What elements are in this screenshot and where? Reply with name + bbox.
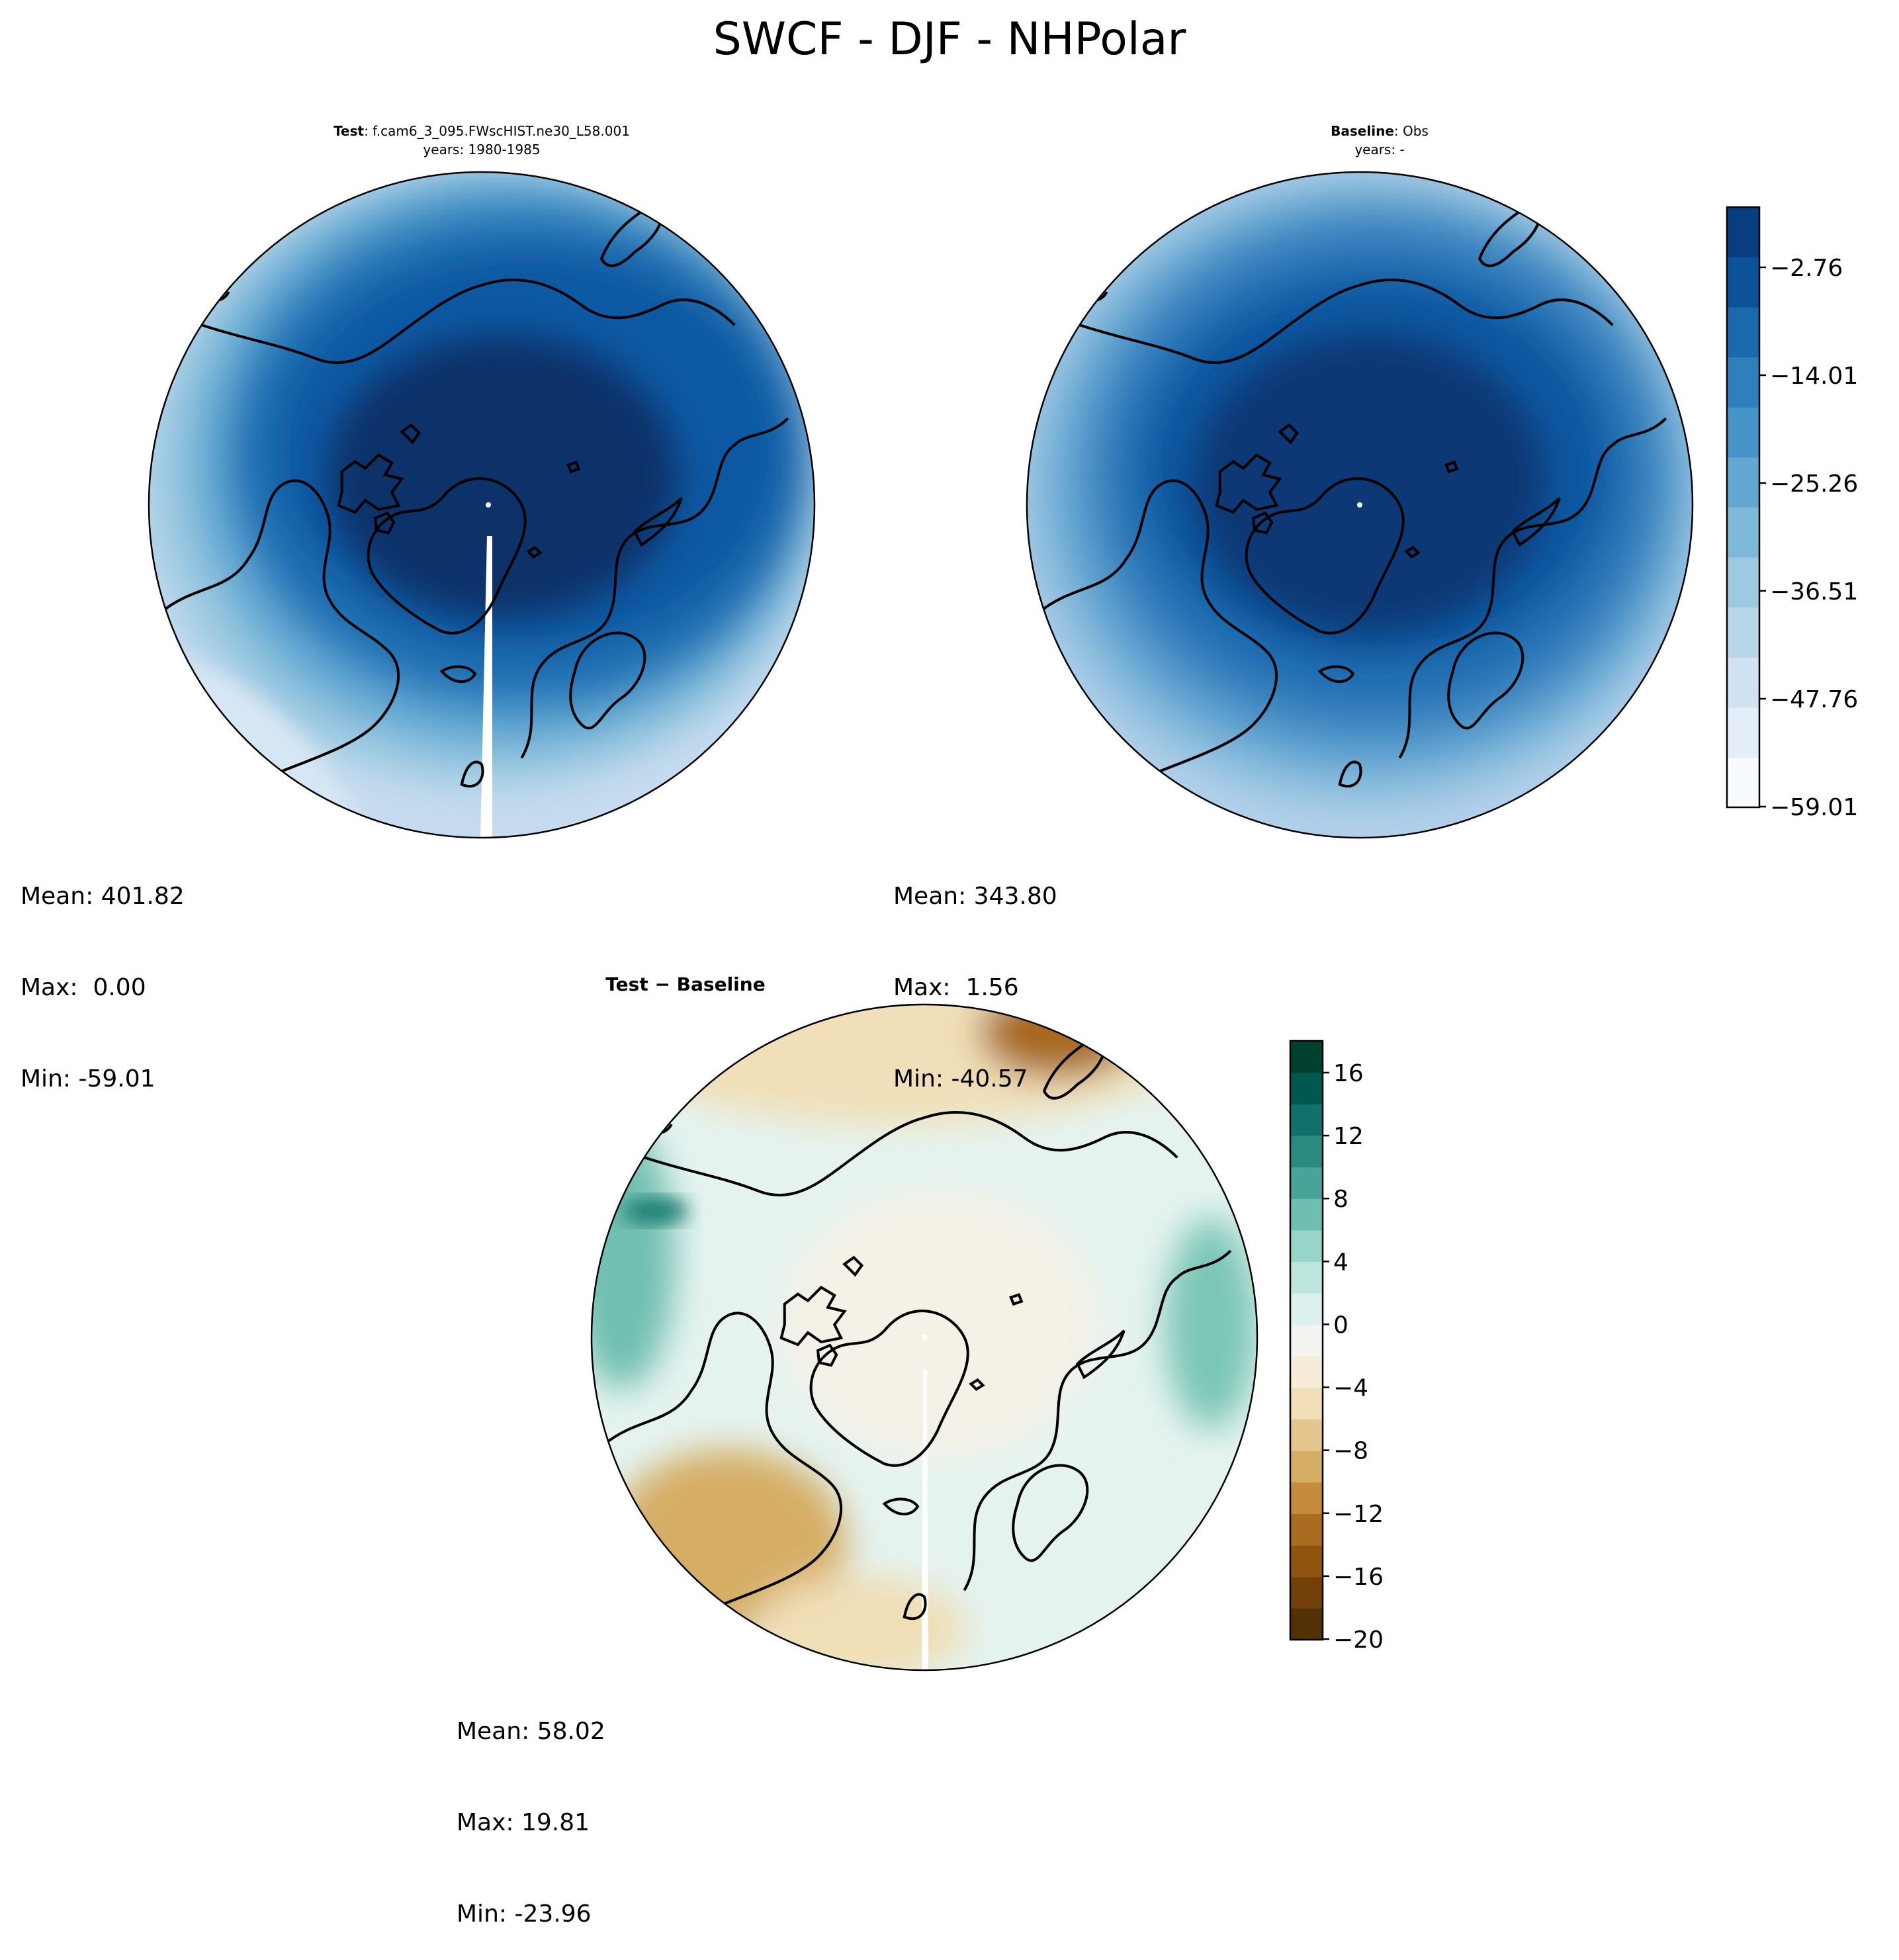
main-colorbar-segment [1727, 207, 1759, 258]
main-colorbar-segment [1727, 657, 1759, 708]
baseline-stat-min: Min: -40.57 [893, 1065, 1028, 1092]
diff-map-pole [922, 1335, 927, 1340]
diff-colorbar-segment [1290, 1419, 1323, 1451]
diff-colorbar-segment [1290, 1513, 1323, 1546]
diff-colorbar-tick-label: 0 [1333, 1312, 1348, 1339]
diff-colorbar-segment [1290, 1450, 1323, 1483]
test-stats: Mean: 401.82 Max: 0.00 Min: -59.01 [21, 821, 185, 1125]
diff-map-teal-east [1165, 1218, 1257, 1429]
diff-map-border [590, 1003, 1259, 1671]
main-colorbar-tick-label: −25.26 [1770, 470, 1858, 498]
diff-colorbar-segment [1290, 1545, 1323, 1578]
diff-colorbar-segment [1290, 1198, 1323, 1231]
diff-colorbar-tick-label: −16 [1333, 1564, 1384, 1591]
test-title-rest: : f.cam6_3_095.FWscHIST.ne30_L58.001 [364, 123, 630, 139]
diff-map-tan-north [596, 1004, 1204, 1125]
baseline-map-pole [1357, 502, 1362, 508]
baseline-panel-subtitle: years: - [1354, 142, 1404, 157]
main-colorbar-tick-label: −2.76 [1770, 255, 1843, 282]
test-stat-mean: Mean: 401.82 [21, 883, 185, 910]
test-map-gap [480, 536, 492, 838]
test-panel-subtitle: years: 1980-1985 [423, 142, 540, 157]
diff-stat-mean: Mean: 58.02 [457, 1718, 605, 1745]
diff-colorbar-segment [1290, 1293, 1323, 1325]
diff-colorbar-segment [1290, 1482, 1323, 1515]
diff-colorbar-tick-label: 12 [1333, 1123, 1364, 1150]
main-colorbar-tick-label: −36.51 [1770, 578, 1858, 605]
diff-colorbar-segment [1290, 1072, 1323, 1104]
main-colorbar-segment [1727, 757, 1759, 808]
diff-colorbar-tick-label: 16 [1333, 1060, 1364, 1087]
main-colorbar-tick-label: −59.01 [1770, 794, 1858, 821]
diff-colorbar-segment [1290, 1324, 1323, 1357]
diff-colorbar-tick-label: −4 [1333, 1375, 1368, 1402]
main-colorbar-segment [1727, 707, 1759, 758]
main-colorbar-segment [1727, 507, 1759, 558]
figure: SWCF - DJF - NHPolar Test: f.cam6_3_095.… [148, 13, 1858, 1671]
baseline-title-rest: : Obs [1394, 123, 1429, 139]
diff-colorbar-segment [1290, 1167, 1323, 1199]
diff-panel-title: Test − Baseline [605, 973, 765, 995]
diff-colorbar-segment [1290, 1356, 1323, 1388]
baseline-stat-max: Max: 1.56 [893, 974, 1019, 1001]
diff-map-tan-south [754, 1575, 966, 1670]
test-map-core [324, 331, 682, 622]
baseline-stat-mean: Mean: 343.80 [893, 883, 1057, 910]
diff-panel: Test − Baseline [590, 973, 1259, 1671]
diff-colorbar-segment [1290, 1104, 1323, 1136]
diff-colorbar: 16 12 8 4 0 −4 −8 −12 −16 −20 [1289, 1040, 1384, 1654]
diff-map-teal-west [592, 1125, 675, 1390]
diff-map-teal-patch [622, 1198, 688, 1224]
main-colorbar-border [1726, 206, 1761, 809]
baseline-stats: Mean: 343.80 Max: 1.56 Min: -40.57 [893, 821, 1057, 1125]
main-colorbar-segment [1727, 307, 1759, 358]
diff-colorbar-border [1289, 1040, 1324, 1641]
main-colorbar-segment [1727, 607, 1759, 658]
diff-colorbar-tick-label: −8 [1333, 1438, 1368, 1465]
test-stat-min: Min: -59.01 [21, 1065, 155, 1092]
baseline-panel-title: Baseline: Obs [1331, 123, 1429, 139]
main-colorbar-segment [1727, 557, 1759, 608]
diff-colorbar-segment [1290, 1261, 1323, 1294]
main-colorbar-segment [1727, 357, 1759, 408]
test-panel-title: Test: f.cam6_3_095.FWscHIST.ne30_L58.001 [333, 123, 630, 139]
main-colorbar-segment [1727, 257, 1759, 308]
main-colorbar: −2.76 −14.01 −25.26 −36.51 −47.76 −59.01 [1726, 206, 1858, 821]
main-colorbar-segment [1727, 457, 1759, 508]
test-stat-max: Max: 0.00 [21, 974, 146, 1001]
test-panel: Test: f.cam6_3_095.FWscHIST.ne30_L58.001… [148, 123, 816, 839]
diff-colorbar-tick-label: −20 [1333, 1626, 1384, 1654]
diff-colorbar-tick-label: 8 [1333, 1186, 1348, 1213]
diff-colorbar-segment [1290, 1387, 1323, 1420]
diff-colorbar-tick-label: 4 [1333, 1249, 1348, 1276]
test-title-bold: Test [333, 123, 364, 139]
figure-title: SWCF - DJF - NHPolar [713, 13, 1186, 66]
diff-colorbar-segment [1290, 1135, 1323, 1168]
diff-stat-max: Max: 19.81 [457, 1809, 590, 1836]
main-colorbar-segment [1727, 407, 1759, 458]
test-map-pole [486, 502, 491, 508]
baseline-map-core [1191, 331, 1548, 635]
baseline-map-border [1026, 171, 1694, 839]
diff-colorbar-segment [1290, 1041, 1323, 1073]
main-colorbar-tick-label: −14.01 [1770, 363, 1858, 390]
diff-colorbar-tick-label: −12 [1333, 1501, 1384, 1528]
test-map [149, 172, 815, 838]
baseline-title-bold: Baseline [1331, 123, 1394, 139]
diff-colorbar-segment [1290, 1576, 1323, 1609]
main-colorbar-tick-label: −47.76 [1770, 686, 1858, 713]
diff-map-neutral-centre [781, 1191, 1098, 1456]
diff-stat-min: Min: -23.96 [457, 1900, 592, 1928]
test-map-border [148, 171, 816, 839]
baseline-panel: Baseline: Obs years: - [1026, 123, 1694, 839]
diff-stats: Mean: 58.02 Max: 19.81 Min: -23.96 [457, 1656, 605, 1960]
diff-colorbar-segment [1290, 1608, 1323, 1640]
diff-colorbar-segment [1290, 1229, 1323, 1263]
